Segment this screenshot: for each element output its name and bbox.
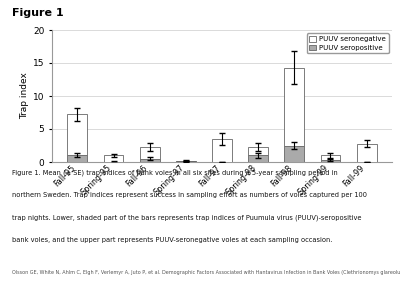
- Text: Figure 1. Mean (± SE) trap indices of bank voles in all six sites during a 5-yea: Figure 1. Mean (± SE) trap indices of ba…: [12, 169, 338, 176]
- Bar: [140, 147, 160, 159]
- Bar: [320, 155, 340, 160]
- Bar: [320, 160, 340, 162]
- Bar: [140, 159, 160, 162]
- Bar: [212, 139, 232, 162]
- Text: bank voles, and the upper part represents PUUV-seronegative voles at each sampli: bank voles, and the upper part represent…: [12, 237, 332, 243]
- Bar: [68, 155, 87, 162]
- Bar: [68, 115, 87, 155]
- Bar: [248, 147, 268, 155]
- Legend: PUUV seronegative, PUUV seropositive: PUUV seronegative, PUUV seropositive: [306, 34, 388, 53]
- Text: Figure 1: Figure 1: [12, 8, 64, 17]
- Bar: [284, 68, 304, 146]
- Bar: [357, 143, 376, 162]
- Bar: [284, 146, 304, 162]
- Text: northern Sweden. Trap indices represent success in sampling effort as numbers of: northern Sweden. Trap indices represent …: [12, 192, 367, 198]
- Text: Olsson GE, White N, Ahlm C, Elgh F, Verlemyr A, Juto P, et al. Demographic Facto: Olsson GE, White N, Ahlm C, Elgh F, Verl…: [12, 270, 400, 275]
- Text: trap nights. Lower, shaded part of the bars represents trap indices of Puumula v: trap nights. Lower, shaded part of the b…: [12, 214, 362, 221]
- Bar: [104, 155, 124, 162]
- Y-axis label: Trap index: Trap index: [20, 73, 29, 119]
- Bar: [248, 155, 268, 162]
- Bar: [176, 161, 196, 162]
